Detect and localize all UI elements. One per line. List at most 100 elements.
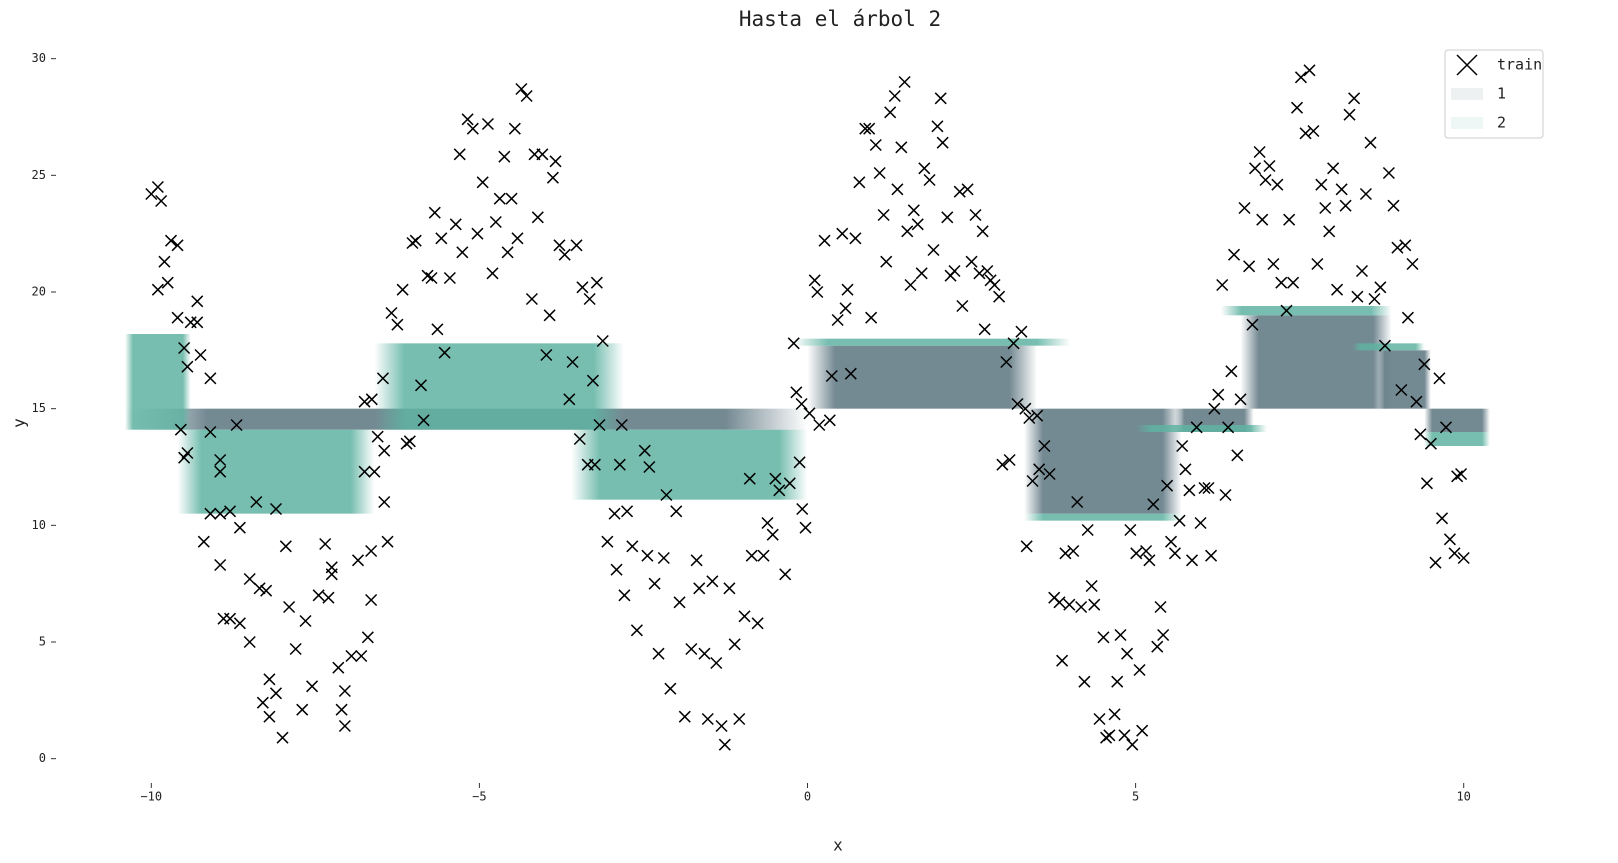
point	[1280, 304, 1293, 317]
point	[338, 684, 351, 698]
point	[358, 465, 371, 478]
point	[1173, 514, 1186, 527]
point	[1168, 547, 1182, 560]
point	[269, 502, 283, 516]
point	[1364, 136, 1377, 149]
band	[1024, 513, 1182, 521]
x-tick-label: −5	[472, 790, 486, 804]
point	[904, 278, 917, 292]
point	[573, 432, 586, 446]
point	[685, 642, 698, 656]
point	[803, 407, 816, 420]
point	[204, 425, 217, 439]
point	[1143, 554, 1156, 567]
point	[351, 554, 365, 567]
point	[839, 302, 852, 315]
point	[1164, 535, 1178, 548]
point	[934, 92, 947, 105]
point	[1311, 257, 1324, 271]
point	[243, 635, 256, 649]
band	[1220, 306, 1392, 316]
point	[368, 465, 381, 478]
point	[808, 274, 821, 287]
point	[1315, 178, 1328, 191]
x-axis-label: x	[833, 836, 843, 855]
point	[1424, 437, 1437, 450]
y-tick-label: 5	[39, 635, 46, 649]
point	[638, 444, 651, 457]
point	[543, 309, 556, 322]
point	[358, 395, 371, 408]
point	[1019, 402, 1032, 415]
legend-box	[1444, 49, 1544, 139]
legend-label: 2	[1497, 114, 1506, 132]
point	[953, 185, 966, 198]
point	[161, 276, 174, 289]
point	[1118, 729, 1131, 742]
point	[1194, 516, 1207, 530]
point	[414, 379, 428, 392]
point	[1088, 598, 1101, 611]
point	[546, 171, 559, 184]
point	[698, 647, 711, 660]
point	[385, 306, 398, 320]
point	[884, 106, 897, 119]
point	[1335, 183, 1348, 196]
point	[1085, 579, 1098, 593]
point	[289, 642, 302, 656]
point	[335, 703, 348, 716]
x-tick-label: −10	[140, 790, 162, 804]
point	[576, 281, 589, 294]
point	[773, 484, 786, 497]
point	[1294, 71, 1307, 84]
point	[790, 386, 803, 399]
point	[233, 617, 246, 630]
point	[583, 292, 596, 306]
point	[1136, 724, 1149, 737]
point	[693, 582, 706, 595]
point	[1414, 428, 1427, 441]
point	[1271, 178, 1284, 191]
point	[1108, 708, 1121, 721]
point	[1121, 647, 1134, 660]
point	[601, 535, 614, 548]
point	[613, 458, 626, 471]
point	[1436, 512, 1449, 525]
point	[1368, 292, 1381, 306]
point	[1399, 239, 1412, 252]
point	[197, 535, 210, 548]
point	[164, 234, 178, 247]
point	[525, 292, 538, 306]
point	[443, 271, 456, 285]
point	[540, 348, 553, 362]
band	[807, 345, 1038, 409]
point	[1391, 241, 1404, 254]
point	[918, 162, 931, 175]
point	[956, 299, 969, 313]
point	[641, 549, 654, 562]
point	[880, 255, 893, 268]
point	[608, 507, 621, 520]
point	[865, 311, 878, 324]
point	[783, 477, 796, 490]
point	[931, 120, 944, 133]
point	[263, 673, 276, 686]
point	[158, 255, 171, 268]
band	[177, 429, 375, 514]
point	[505, 192, 518, 205]
point	[365, 393, 378, 406]
point	[381, 535, 394, 548]
point	[181, 360, 194, 373]
point	[849, 232, 862, 245]
point	[214, 507, 227, 520]
point	[511, 232, 524, 245]
point	[690, 554, 703, 567]
point	[988, 278, 1001, 292]
point	[728, 638, 741, 651]
point	[1303, 64, 1316, 77]
point	[615, 418, 628, 432]
point	[345, 649, 358, 663]
legend-swatch	[1451, 88, 1483, 100]
point	[1351, 290, 1364, 303]
point	[461, 113, 474, 126]
